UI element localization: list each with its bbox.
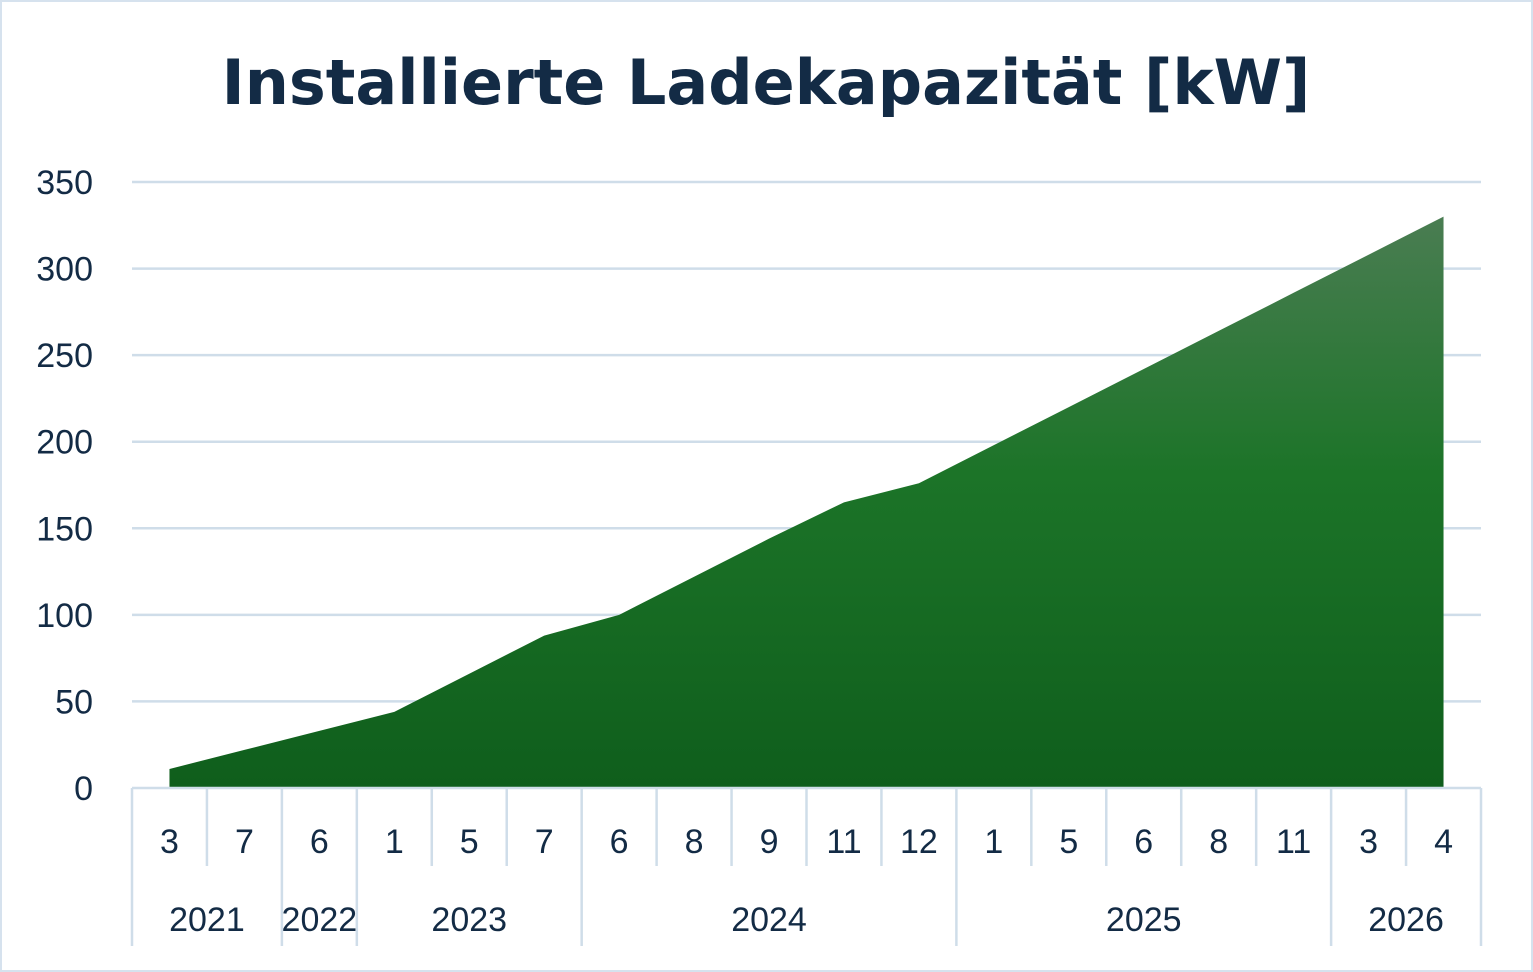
y-tick-label: 250 — [36, 337, 93, 375]
x-tick-label-month: 7 — [535, 823, 554, 861]
x-tick-label-month: 1 — [385, 823, 404, 861]
y-tick-label: 150 — [36, 510, 93, 548]
x-tick-label-year: 2023 — [431, 901, 507, 939]
x-tick-label-month: 7 — [235, 823, 254, 861]
x-axis: 3 7 6 1 5 7 6 8 9 11 12 1 5 6 8 11 3 4 2021 2022 2023 2024 202… — [130, 786, 1483, 946]
y-tick-label: 350 — [36, 164, 93, 202]
x-tick-label-month: 3 — [1359, 823, 1378, 861]
x-tick-label-month: 6 — [610, 823, 629, 861]
y-tick-label: 0 — [74, 770, 93, 808]
x-tick-label-month: 1 — [984, 823, 1003, 861]
x-tick-label-month: 6 — [1134, 823, 1153, 861]
x-tick-label-month: 8 — [685, 823, 704, 861]
y-axis: 0 50 100 150 200 250 300 350 — [36, 164, 93, 808]
x-tick-label-month: 11 — [1276, 823, 1311, 861]
y-tick-label: 200 — [36, 424, 93, 462]
x-tick-label-month: 4 — [1434, 823, 1453, 861]
chart-title: Installierte Ladekapazität [kW] — [222, 46, 1311, 119]
x-tick-label-month: 5 — [460, 823, 479, 861]
area-series — [169, 216, 1444, 789]
x-tick-label-year: 2022 — [282, 901, 358, 939]
x-tick-label-year: 2021 — [169, 901, 245, 939]
x-tick-label-month: 9 — [760, 823, 779, 861]
x-tick-label-year: 2024 — [731, 901, 807, 939]
x-tick-label-month: 6 — [310, 823, 329, 861]
x-tick-label-month: 3 — [160, 823, 179, 861]
x-tick-label-month: 11 — [826, 823, 861, 861]
x-tick-label-year: 2026 — [1368, 901, 1444, 939]
y-tick-label: 100 — [36, 597, 93, 635]
x-tick-label-year: 2025 — [1106, 901, 1182, 939]
y-tick-label: 300 — [36, 251, 93, 289]
x-tick-label-month: 8 — [1209, 823, 1228, 861]
y-tick-label: 50 — [55, 683, 93, 721]
x-tick-label-month: 5 — [1059, 823, 1078, 861]
data-series — [169, 216, 1444, 789]
x-tick-label-month: 12 — [900, 823, 938, 861]
